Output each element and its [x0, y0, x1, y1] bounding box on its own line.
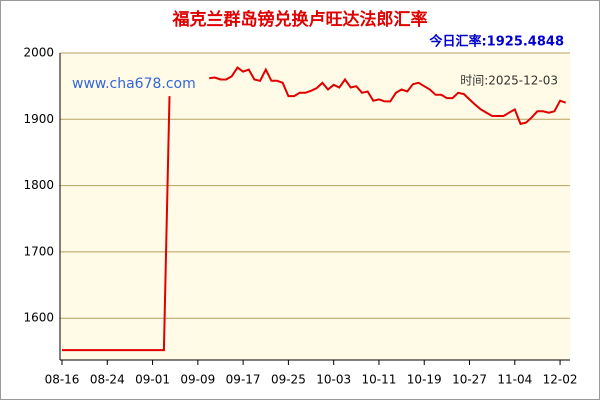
- x-tick-label: 09-09: [180, 373, 215, 387]
- plot-area: [60, 53, 570, 360]
- watermark: www.cha678.com: [72, 76, 196, 92]
- x-tick-label: 10-19: [407, 373, 442, 387]
- x-tick-label: 09-01: [135, 373, 170, 387]
- x-tick-label: 12-02: [543, 373, 578, 387]
- time-label: 时间:2025-12-03: [460, 74, 558, 88]
- x-tick-label: 08-16: [45, 373, 80, 387]
- x-tick-label: 10-03: [316, 373, 351, 387]
- x-tick-label: 08-24: [90, 373, 125, 387]
- chart-title: 福克兰群岛镑兑换卢旺达法郎汇率: [172, 9, 428, 30]
- y-tick-label: 1900: [23, 112, 54, 126]
- today-rate: 今日汇率:1925.4848: [428, 34, 564, 50]
- x-tick-label: 09-17: [226, 373, 261, 387]
- x-tick-label: 10-27: [452, 373, 487, 387]
- y-tick-label: 2000: [23, 46, 54, 60]
- x-tick-label: 11-04: [497, 373, 532, 387]
- x-tick-label: 10-11: [362, 373, 397, 387]
- series-line: [62, 66, 567, 352]
- y-tick-label: 1800: [23, 178, 54, 192]
- y-tick-label: 1700: [23, 244, 54, 258]
- x-tick-label: 09-25: [271, 373, 306, 387]
- y-tick-label: 1600: [23, 311, 54, 325]
